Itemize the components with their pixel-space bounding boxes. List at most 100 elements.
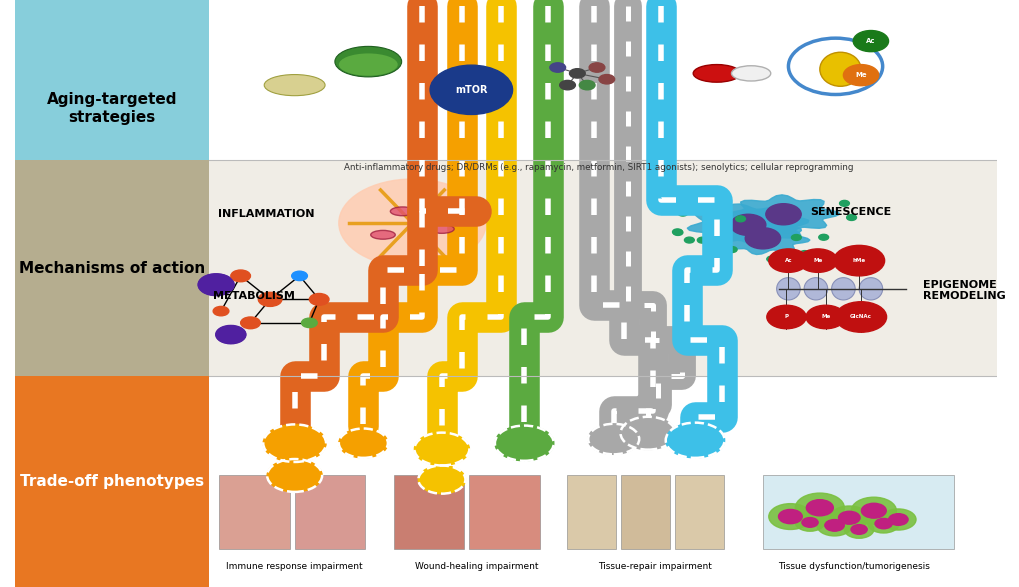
Ellipse shape bbox=[390, 207, 415, 216]
Circle shape bbox=[338, 429, 387, 458]
Circle shape bbox=[745, 228, 780, 249]
Circle shape bbox=[598, 75, 614, 84]
Circle shape bbox=[263, 424, 326, 462]
Circle shape bbox=[735, 216, 745, 222]
Circle shape bbox=[765, 204, 800, 225]
Circle shape bbox=[240, 317, 260, 329]
FancyBboxPatch shape bbox=[393, 475, 464, 549]
Circle shape bbox=[766, 235, 776, 241]
Circle shape bbox=[579, 80, 594, 90]
Bar bbox=[15, 160, 209, 376]
Text: GlcNAc: GlcNAc bbox=[849, 315, 871, 319]
Text: INFLAMMATION: INFLAMMATION bbox=[218, 209, 314, 220]
Text: METABOLISM: METABOLISM bbox=[213, 291, 294, 302]
Circle shape bbox=[888, 514, 907, 525]
Ellipse shape bbox=[338, 53, 397, 76]
Circle shape bbox=[665, 423, 723, 458]
FancyBboxPatch shape bbox=[620, 475, 669, 549]
Ellipse shape bbox=[775, 278, 800, 300]
Circle shape bbox=[673, 230, 683, 235]
Circle shape bbox=[588, 424, 639, 454]
Circle shape bbox=[589, 63, 604, 72]
Text: Me: Me bbox=[812, 258, 821, 263]
Bar bbox=[209, 160, 996, 376]
Bar bbox=[209, 0, 996, 160]
Circle shape bbox=[805, 305, 845, 329]
Circle shape bbox=[291, 271, 307, 281]
Text: P: P bbox=[784, 315, 788, 319]
Text: Ac: Ac bbox=[784, 258, 792, 263]
Circle shape bbox=[806, 500, 833, 516]
Ellipse shape bbox=[334, 46, 401, 77]
Text: mTOR: mTOR bbox=[454, 85, 487, 95]
Text: Anti-inflammatory drugs; DR/DRMs (e.g., rapamycin, metformin, SIRT1 agonists); s: Anti-inflammatory drugs; DR/DRMs (e.g., … bbox=[343, 163, 853, 171]
Circle shape bbox=[766, 305, 805, 329]
Circle shape bbox=[867, 514, 899, 533]
Circle shape bbox=[799, 251, 809, 257]
Circle shape bbox=[730, 214, 765, 235]
Circle shape bbox=[839, 200, 849, 206]
Circle shape bbox=[850, 525, 866, 534]
Text: Tissue-repair impairment: Tissue-repair impairment bbox=[597, 562, 711, 571]
Circle shape bbox=[777, 510, 802, 524]
Circle shape bbox=[430, 65, 513, 114]
Polygon shape bbox=[727, 195, 839, 234]
Circle shape bbox=[861, 503, 886, 518]
Text: Aging-targeted
strategies: Aging-targeted strategies bbox=[47, 92, 177, 125]
Text: EPIGENOME
REMODELING: EPIGENOME REMODELING bbox=[922, 280, 1005, 301]
Ellipse shape bbox=[731, 66, 770, 81]
Circle shape bbox=[852, 31, 888, 52]
FancyBboxPatch shape bbox=[469, 475, 539, 549]
Circle shape bbox=[302, 318, 317, 328]
Circle shape bbox=[213, 306, 228, 316]
Text: Wound-healing impairment: Wound-healing impairment bbox=[414, 562, 537, 571]
Bar bbox=[209, 376, 996, 587]
Circle shape bbox=[494, 426, 553, 461]
Circle shape bbox=[879, 509, 915, 530]
Text: SENESCENCE: SENESCENCE bbox=[809, 207, 891, 218]
Circle shape bbox=[768, 249, 807, 272]
Circle shape bbox=[714, 203, 725, 208]
Text: hMe: hMe bbox=[852, 258, 865, 263]
Circle shape bbox=[874, 518, 892, 529]
Circle shape bbox=[684, 237, 694, 243]
Circle shape bbox=[846, 215, 856, 221]
Circle shape bbox=[791, 235, 801, 241]
Circle shape bbox=[824, 519, 844, 531]
Circle shape bbox=[768, 504, 811, 529]
Circle shape bbox=[309, 294, 329, 305]
Circle shape bbox=[835, 302, 886, 332]
Circle shape bbox=[620, 417, 675, 450]
Circle shape bbox=[816, 515, 852, 536]
Ellipse shape bbox=[370, 231, 395, 239]
Circle shape bbox=[559, 80, 575, 90]
Circle shape bbox=[672, 229, 682, 235]
Circle shape bbox=[258, 292, 281, 306]
Circle shape bbox=[230, 270, 251, 282]
Text: Me: Me bbox=[854, 72, 866, 78]
Circle shape bbox=[678, 210, 687, 216]
Circle shape bbox=[216, 326, 246, 343]
Bar bbox=[15, 376, 209, 587]
Circle shape bbox=[727, 247, 737, 252]
Circle shape bbox=[838, 511, 859, 524]
Circle shape bbox=[267, 459, 322, 492]
Ellipse shape bbox=[830, 278, 854, 300]
Circle shape bbox=[199, 274, 233, 295]
FancyBboxPatch shape bbox=[566, 475, 615, 549]
Circle shape bbox=[766, 256, 775, 262]
FancyBboxPatch shape bbox=[219, 475, 289, 549]
Circle shape bbox=[801, 518, 817, 527]
Circle shape bbox=[795, 493, 844, 522]
Circle shape bbox=[843, 65, 878, 86]
Text: Ac: Ac bbox=[865, 38, 874, 44]
Circle shape bbox=[844, 521, 873, 538]
Bar bbox=[15, 0, 209, 160]
Ellipse shape bbox=[693, 65, 740, 82]
Ellipse shape bbox=[264, 75, 325, 96]
Text: Immune response impairment: Immune response impairment bbox=[226, 562, 363, 571]
Circle shape bbox=[798, 249, 837, 272]
Ellipse shape bbox=[819, 52, 860, 86]
FancyBboxPatch shape bbox=[294, 475, 365, 549]
FancyBboxPatch shape bbox=[674, 475, 722, 549]
